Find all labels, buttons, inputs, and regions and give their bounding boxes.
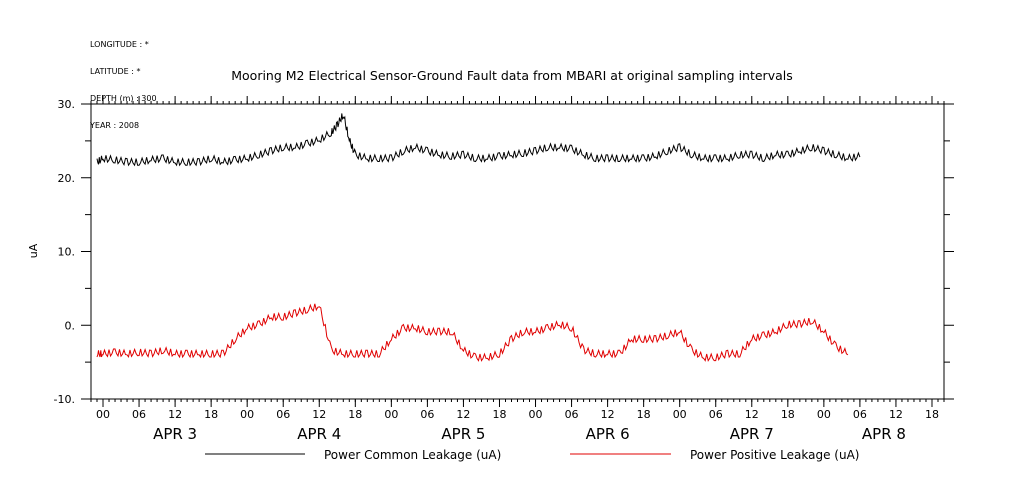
- y-tick-label: -10.: [54, 393, 75, 406]
- x-day-label: APR 6: [586, 425, 630, 443]
- x-tick-label: 06: [132, 408, 146, 421]
- x-tick-label: 06: [709, 408, 723, 421]
- x-tick-label: 12: [168, 408, 182, 421]
- series-line-positive: [96, 303, 849, 362]
- x-day-label: APR 7: [730, 425, 774, 443]
- x-tick-label: 12: [312, 408, 326, 421]
- y-tick-label: 10.: [58, 246, 76, 259]
- x-tick-label: 06: [420, 408, 434, 421]
- y-tick-label: 0.: [65, 319, 76, 332]
- x-tick-label: 18: [492, 408, 506, 421]
- x-tick-label: 00: [96, 408, 110, 421]
- chart-title: Mooring M2 Electrical Sensor-Ground Faul…: [231, 68, 793, 83]
- legend-label: Power Common Leakage (uA): [324, 448, 501, 462]
- x-tick-label: 12: [745, 408, 759, 421]
- x-day-label: APR 3: [153, 425, 197, 443]
- meta-latitude: LATITUDE : *: [90, 67, 141, 76]
- x-tick-label: 12: [889, 408, 903, 421]
- x-day-label: APR 5: [441, 425, 485, 443]
- x-day-label: APR 8: [862, 425, 906, 443]
- y-tick-label: 30.: [58, 98, 76, 111]
- x-day-label: APR 4: [297, 425, 341, 443]
- x-tick-label: 12: [601, 408, 615, 421]
- x-tick-label: 00: [240, 408, 254, 421]
- x-tick-label: 18: [925, 408, 939, 421]
- x-tick-label: 12: [456, 408, 470, 421]
- x-tick-label: 00: [673, 408, 687, 421]
- x-tick-label: 06: [565, 408, 579, 421]
- legend-label: Power Positive Leakage (uA): [690, 448, 859, 462]
- x-tick-label: 00: [817, 408, 831, 421]
- y-tick-label: 20.: [58, 172, 76, 185]
- x-tick-label: 06: [853, 408, 867, 421]
- x-tick-label: 18: [348, 408, 362, 421]
- x-tick-label: 18: [781, 408, 795, 421]
- x-tick-label: 00: [529, 408, 543, 421]
- x-tick-label: 00: [384, 408, 398, 421]
- meta-longitude: LONGITUDE : *: [90, 40, 149, 49]
- series-line-common: [96, 113, 861, 167]
- y-axis-label: uA: [27, 243, 40, 258]
- meta-year: YEAR : 2008: [90, 121, 140, 130]
- x-tick-label: 06: [276, 408, 290, 421]
- x-tick-label: 18: [204, 408, 218, 421]
- x-tick-label: 18: [637, 408, 651, 421]
